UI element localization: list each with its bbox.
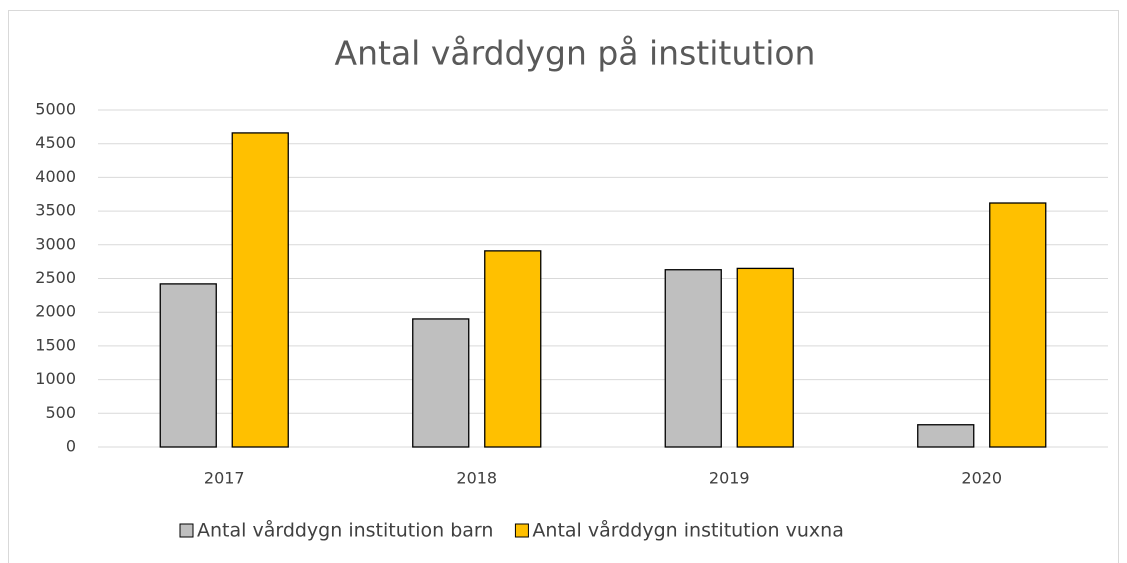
y-tick-label: 1000	[35, 369, 76, 388]
x-tick-label: 2017	[204, 469, 245, 488]
y-tick-label: 4000	[35, 167, 76, 186]
bar	[159, 283, 217, 448]
bar	[917, 424, 975, 448]
bar	[736, 267, 794, 448]
bar	[484, 250, 542, 448]
chart-title: Antal vårddygn på institution	[335, 34, 816, 73]
x-tick-label: 2020	[961, 469, 1002, 488]
legend-swatch	[514, 523, 529, 538]
x-tick-label: 2018	[456, 469, 497, 488]
legend-label: Antal vårddygn institution barn	[197, 519, 493, 542]
y-tick-label: 2500	[35, 268, 76, 287]
y-tick-label: 2000	[35, 302, 76, 321]
bar	[231, 132, 289, 448]
y-tick-label: 0	[66, 437, 76, 456]
legend-label: Antal vårddygn institution vuxna	[532, 519, 843, 542]
bar	[412, 318, 470, 448]
legend-swatch	[179, 523, 194, 538]
y-tick-label: 3500	[35, 201, 76, 220]
y-tick-label: 500	[45, 403, 76, 422]
y-tick-label: 1500	[35, 335, 76, 354]
y-tick-label: 4500	[35, 133, 76, 152]
bar	[989, 202, 1047, 448]
y-tick-label: 5000	[35, 100, 76, 119]
bar	[664, 269, 722, 448]
y-tick-label: 3000	[35, 234, 76, 253]
x-tick-label: 2019	[709, 469, 750, 488]
